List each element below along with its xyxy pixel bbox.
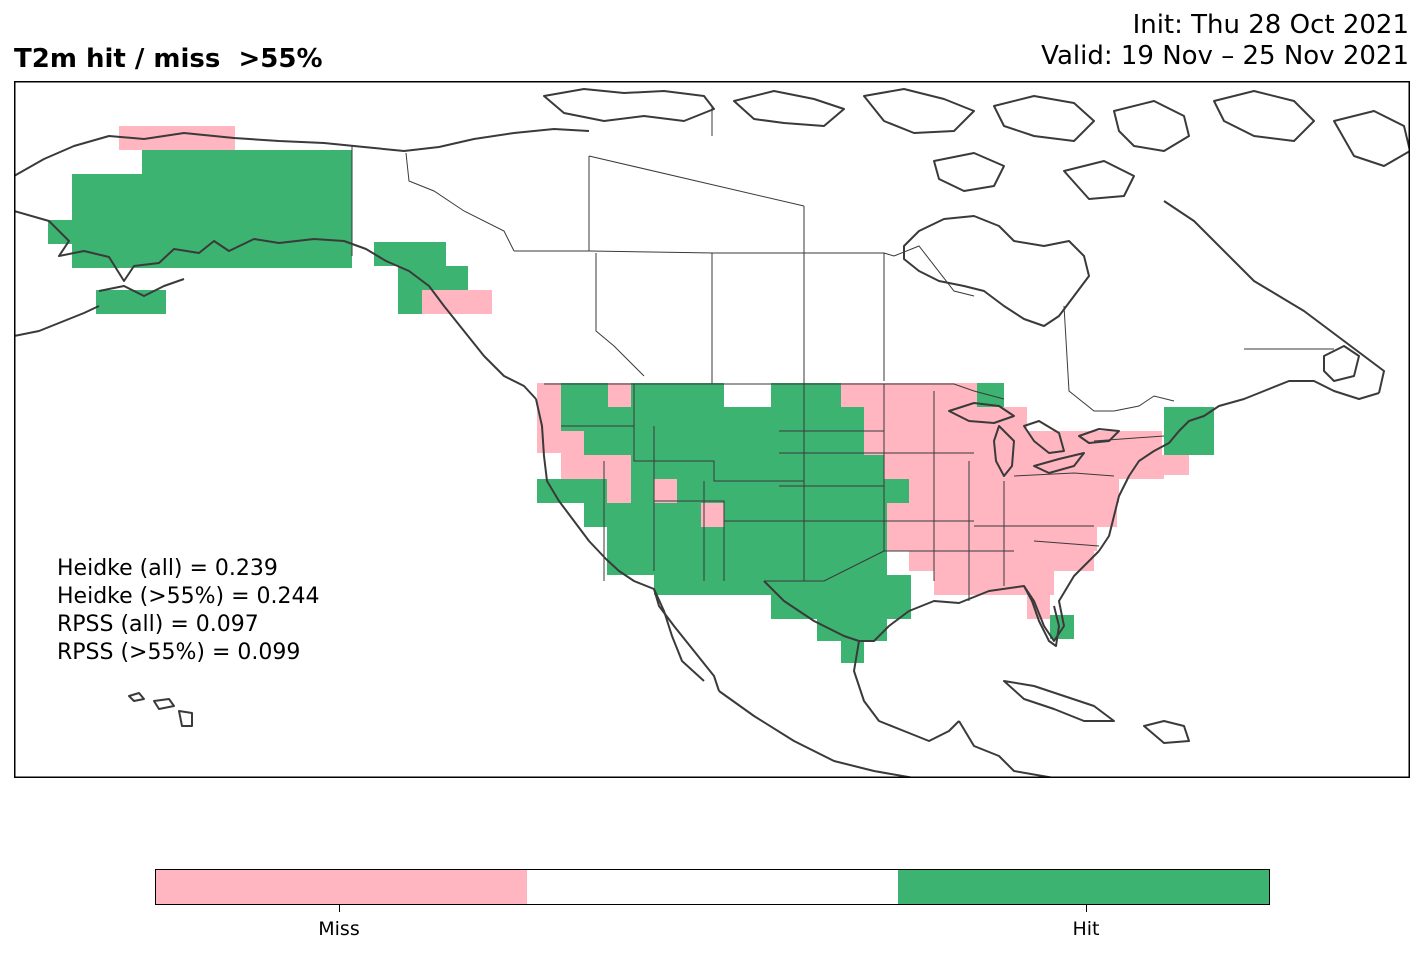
hit-cell	[584, 431, 631, 455]
hit-cell	[561, 383, 608, 407]
miss-cell	[934, 571, 1054, 595]
hit-cell	[72, 174, 142, 268]
colorbar-miss-segment	[156, 870, 527, 904]
miss-cell	[864, 383, 977, 407]
hit-cell	[607, 551, 887, 575]
miss-cell	[422, 290, 492, 314]
colorbar-neutral-segment	[527, 870, 898, 904]
colorbar-tick-miss	[339, 905, 340, 912]
heidke-all: Heidke (all) = 0.239	[57, 556, 278, 581]
rpss-all: RPSS (all) = 0.097	[57, 612, 259, 637]
colorbar-label-miss: Miss	[318, 918, 360, 940]
coastlines	[14, 88, 1410, 778]
hit-cell	[1164, 431, 1214, 455]
hit-cell	[841, 641, 864, 663]
forecast-map	[14, 81, 1410, 778]
miss-cell	[887, 503, 1117, 527]
hit-cell	[631, 383, 724, 407]
rpss-55: RPSS (>55%) = 0.099	[57, 640, 301, 665]
hit-cell	[398, 266, 468, 290]
miss-cell	[909, 551, 1094, 571]
hit-cell	[771, 383, 841, 407]
miss-cell	[561, 431, 584, 455]
miss-cell	[608, 383, 631, 407]
colorbar-hit-segment	[898, 870, 1269, 904]
hit-cell	[142, 150, 352, 268]
political-borders	[351, 106, 1334, 601]
miss-cell	[1164, 455, 1189, 475]
hit-cell	[631, 431, 885, 455]
miss-cell	[864, 431, 1074, 455]
miss-cell	[654, 479, 677, 503]
miss-cell	[887, 527, 1097, 551]
date-info: Init: Thu 28 Oct 2021 Valid: 19 Nov – 25…	[1041, 10, 1409, 72]
valid-date: Valid: 19 Nov – 25 Nov 2021	[1041, 41, 1409, 71]
hit-cell	[817, 619, 887, 641]
hit-cell	[654, 575, 911, 595]
init-date: Init: Thu 28 Oct 2021	[1132, 10, 1409, 40]
colorbar-label-hit: Hit	[1072, 918, 1100, 940]
hit-cell	[631, 455, 885, 479]
hit-cell	[607, 527, 887, 551]
hit-cell	[584, 503, 701, 527]
hit-cell	[374, 242, 446, 266]
hit-cell	[1164, 407, 1214, 431]
skill-scores: Heidke (all) = 0.239 Heidke (>55%) = 0.2…	[57, 555, 320, 667]
heidke-55: Heidke (>55%) = 0.244	[57, 584, 320, 609]
miss-cell	[1074, 431, 1162, 455]
miss-cell	[607, 479, 631, 503]
miss-cell	[701, 503, 724, 527]
hit-cell	[96, 290, 166, 314]
map-title: T2m hit / miss >55%	[14, 44, 323, 74]
hit-cell	[631, 407, 864, 431]
hit-cell	[561, 407, 631, 431]
miss-cell	[841, 383, 864, 407]
colorbar-tick-hit	[1086, 905, 1087, 912]
colorbar	[155, 869, 1270, 905]
hit-cell	[631, 479, 654, 503]
miss-cell	[909, 479, 1119, 503]
hit-cell	[398, 290, 422, 314]
hit-cell	[677, 479, 910, 503]
miss-cell	[561, 455, 631, 479]
hit-cell	[724, 503, 910, 527]
